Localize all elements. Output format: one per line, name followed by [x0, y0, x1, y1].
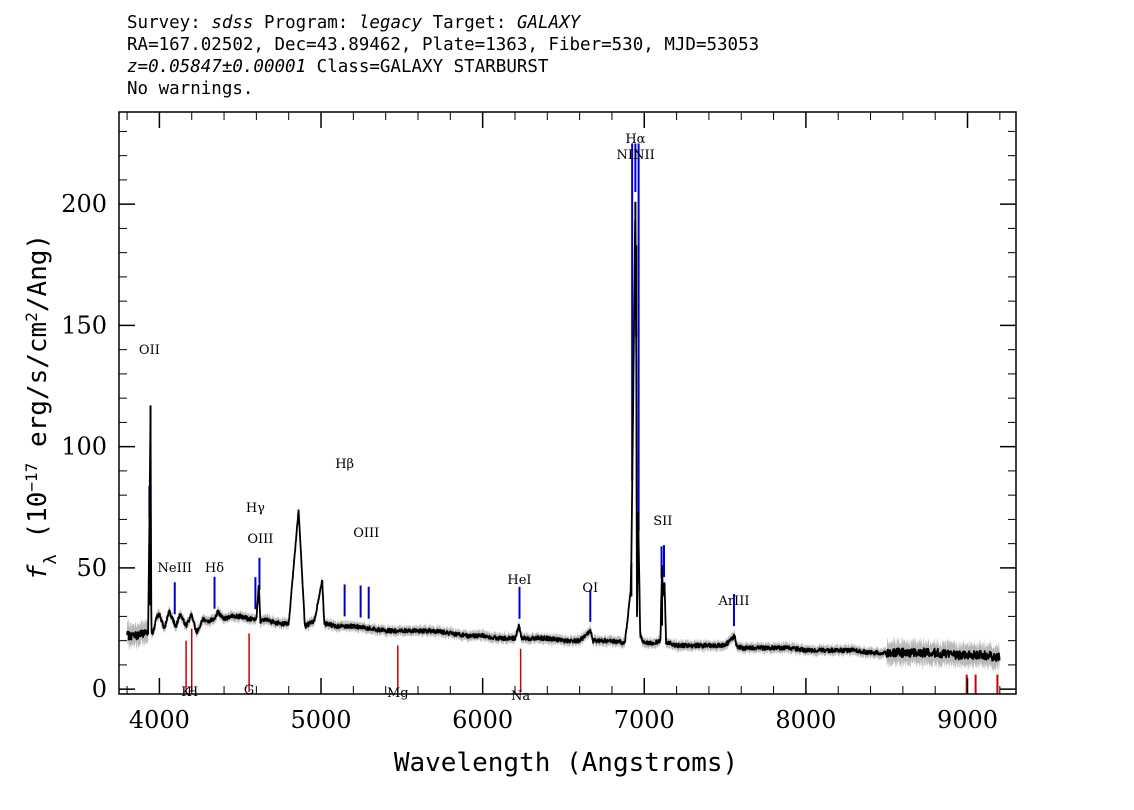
y-tick-label: 150 [61, 311, 107, 339]
emission-label: OIII [247, 532, 273, 547]
x-tick-label: 9000 [937, 706, 998, 734]
survey-line: Survey: sdss Program: legacy Target: GAL… [127, 12, 1117, 34]
coords-line: RA=167.02502, Dec=43.89462, Plate=1363, … [127, 35, 760, 55]
y-tick-label: 50 [76, 554, 107, 582]
program-value: legacy [358, 13, 423, 33]
program-label: Program: [264, 13, 349, 33]
emission-label: NII [633, 148, 655, 163]
absorption-label: G [244, 683, 254, 698]
target-value: GALAXY [516, 13, 581, 33]
plot-frame [118, 111, 1017, 695]
emission-label: OI [582, 581, 598, 596]
y-tick-label: 100 [61, 433, 107, 461]
emission-label: OII [139, 343, 160, 358]
emission-label: OIII [353, 526, 379, 541]
y-axis-title: fλ (10−17 erg/s/cm2/Ang) [22, 234, 62, 580]
x-tick-label: 4000 [129, 706, 190, 734]
emission-label: Hα [625, 132, 645, 147]
target-label: Target: [432, 13, 507, 33]
absorption-label: K [181, 685, 191, 700]
axis-ticks: 4000 5000 6000 7000 8000 9000 0 50 100 150 200 [61, 112, 1016, 734]
x-tick-label: 8000 [775, 706, 836, 734]
x-tick-label: 5000 [290, 706, 351, 734]
survey-label: Survey: [127, 13, 201, 33]
emission-label: ArIII [717, 594, 749, 609]
absorption-label: Na [511, 689, 530, 704]
warnings-line: No warnings. [127, 79, 254, 99]
absorption-label: H [187, 685, 198, 700]
emission-label: NII [616, 148, 638, 163]
y-tick-label: 0 [92, 675, 107, 703]
emission-label: SII [653, 514, 672, 529]
x-axis-title: Wavelength (Angstroms) [394, 748, 738, 778]
spectrum-header: Survey: sdss Program: legacy Target: GAL… [127, 12, 1117, 100]
x-tick-label: 7000 [614, 706, 675, 734]
emission-label: Hγ [246, 501, 265, 516]
spectrum-line [126, 218, 1001, 662]
emission-label: Hβ [335, 457, 354, 472]
redshift-value: z=0.05847±0.00001 [127, 57, 307, 77]
survey-value: sdss [211, 13, 254, 33]
spectrum-series [126, 201, 1001, 662]
emission-label: HeI [507, 573, 531, 588]
redshift-line: z=0.05847±0.00001 Class=GALAXY STARBURST [127, 56, 1117, 78]
x-tick-label: 6000 [452, 706, 513, 734]
emission-label: NeIII [158, 561, 192, 576]
plot-border [118, 111, 1017, 695]
y-tick-label: 200 [61, 190, 107, 218]
emission-label: Hδ [205, 561, 224, 576]
class-value: Class=GALAXY STARBURST [316, 57, 549, 77]
